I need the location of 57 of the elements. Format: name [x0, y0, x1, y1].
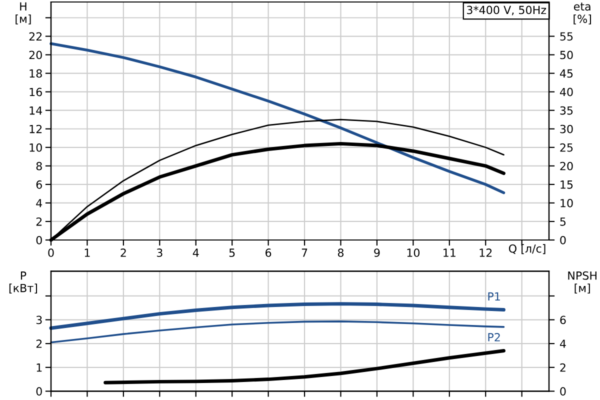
x-tick-label: 10 — [407, 248, 420, 257]
y-tick-label: 8 — [36, 162, 42, 170]
y-tick-label: 12 — [30, 124, 42, 134]
series-label: P2 — [488, 333, 500, 342]
y2-axis-title: eta [%] — [574, 2, 591, 24]
x-tick-label: 11 — [444, 248, 456, 257]
y2-tick-label: 4 — [560, 340, 566, 348]
y-tick-label: 0 — [36, 236, 42, 244]
y2-axis-title: NPSH [м] — [568, 271, 596, 294]
y2-tick-label: 30 — [560, 124, 573, 134]
y-axis-title: H [м] — [16, 2, 31, 24]
series-label: P1 — [488, 292, 500, 301]
y2-tick-label: 0 — [560, 236, 566, 244]
y-tick-label: 22 — [29, 32, 42, 40]
line-series — [49, 302, 506, 330]
x-tick-label: 8 — [338, 248, 344, 257]
y2-tick-label: 55 — [560, 32, 573, 41]
y2-tick-label: 2 — [560, 363, 566, 372]
x-tick-label: 0 — [48, 248, 54, 257]
y2-tick-label: 40 — [560, 88, 573, 96]
y-tick-label: 6 — [36, 180, 42, 189]
x-tick-label: 3 — [156, 248, 162, 257]
y2-tick-label: 45 — [560, 69, 573, 78]
annotation: 3*400 V, 50Hz — [467, 6, 546, 16]
x-tick-label: 5 — [229, 248, 235, 257]
y2-tick-label: 35 — [560, 106, 573, 115]
y2-tick-label: 10 — [560, 198, 573, 208]
y2-tick-label: 20 — [560, 162, 573, 170]
y2-tick-label: 15 — [560, 180, 573, 189]
y2-tick-label: 25 — [560, 143, 573, 152]
x-tick-label: 7 — [302, 248, 308, 257]
x-tick-label: 12 — [480, 248, 492, 257]
x-tick-label: 9 — [374, 248, 380, 257]
line-series — [50, 320, 505, 344]
y-tick-label: 0 — [36, 387, 42, 396]
y-tick-label: 1 — [36, 364, 42, 372]
x-tick-label: 2 — [120, 248, 126, 257]
y-tick-label: 20 — [29, 50, 42, 60]
y2-tick-label: 6 — [560, 316, 566, 324]
x-tick-label: 4 — [192, 248, 199, 257]
y-axis-title: P [кВт] — [9, 272, 38, 294]
line-series — [104, 348, 506, 384]
x-tick-label: 1 — [84, 248, 90, 257]
y-tick-label: 10 — [30, 143, 42, 152]
y-tick-label: 14 — [30, 106, 42, 115]
x-tick-label: 6 — [266, 248, 272, 257]
y-tick-label: 3 — [36, 316, 42, 324]
x-axis-title: Q [л/с] — [508, 244, 546, 254]
line-series — [50, 42, 506, 194]
y-tick-label: 2 — [36, 217, 42, 226]
y-tick-label: 16 — [30, 88, 42, 96]
y2-tick-label: 5 — [560, 218, 566, 226]
y-tick-label: 18 — [30, 69, 42, 78]
y-tick-label: 4 — [36, 199, 42, 208]
y2-tick-label: 50 — [560, 50, 573, 60]
y2-tick-label: 0 — [560, 387, 566, 396]
y-tick-label: 2 — [36, 340, 42, 348]
